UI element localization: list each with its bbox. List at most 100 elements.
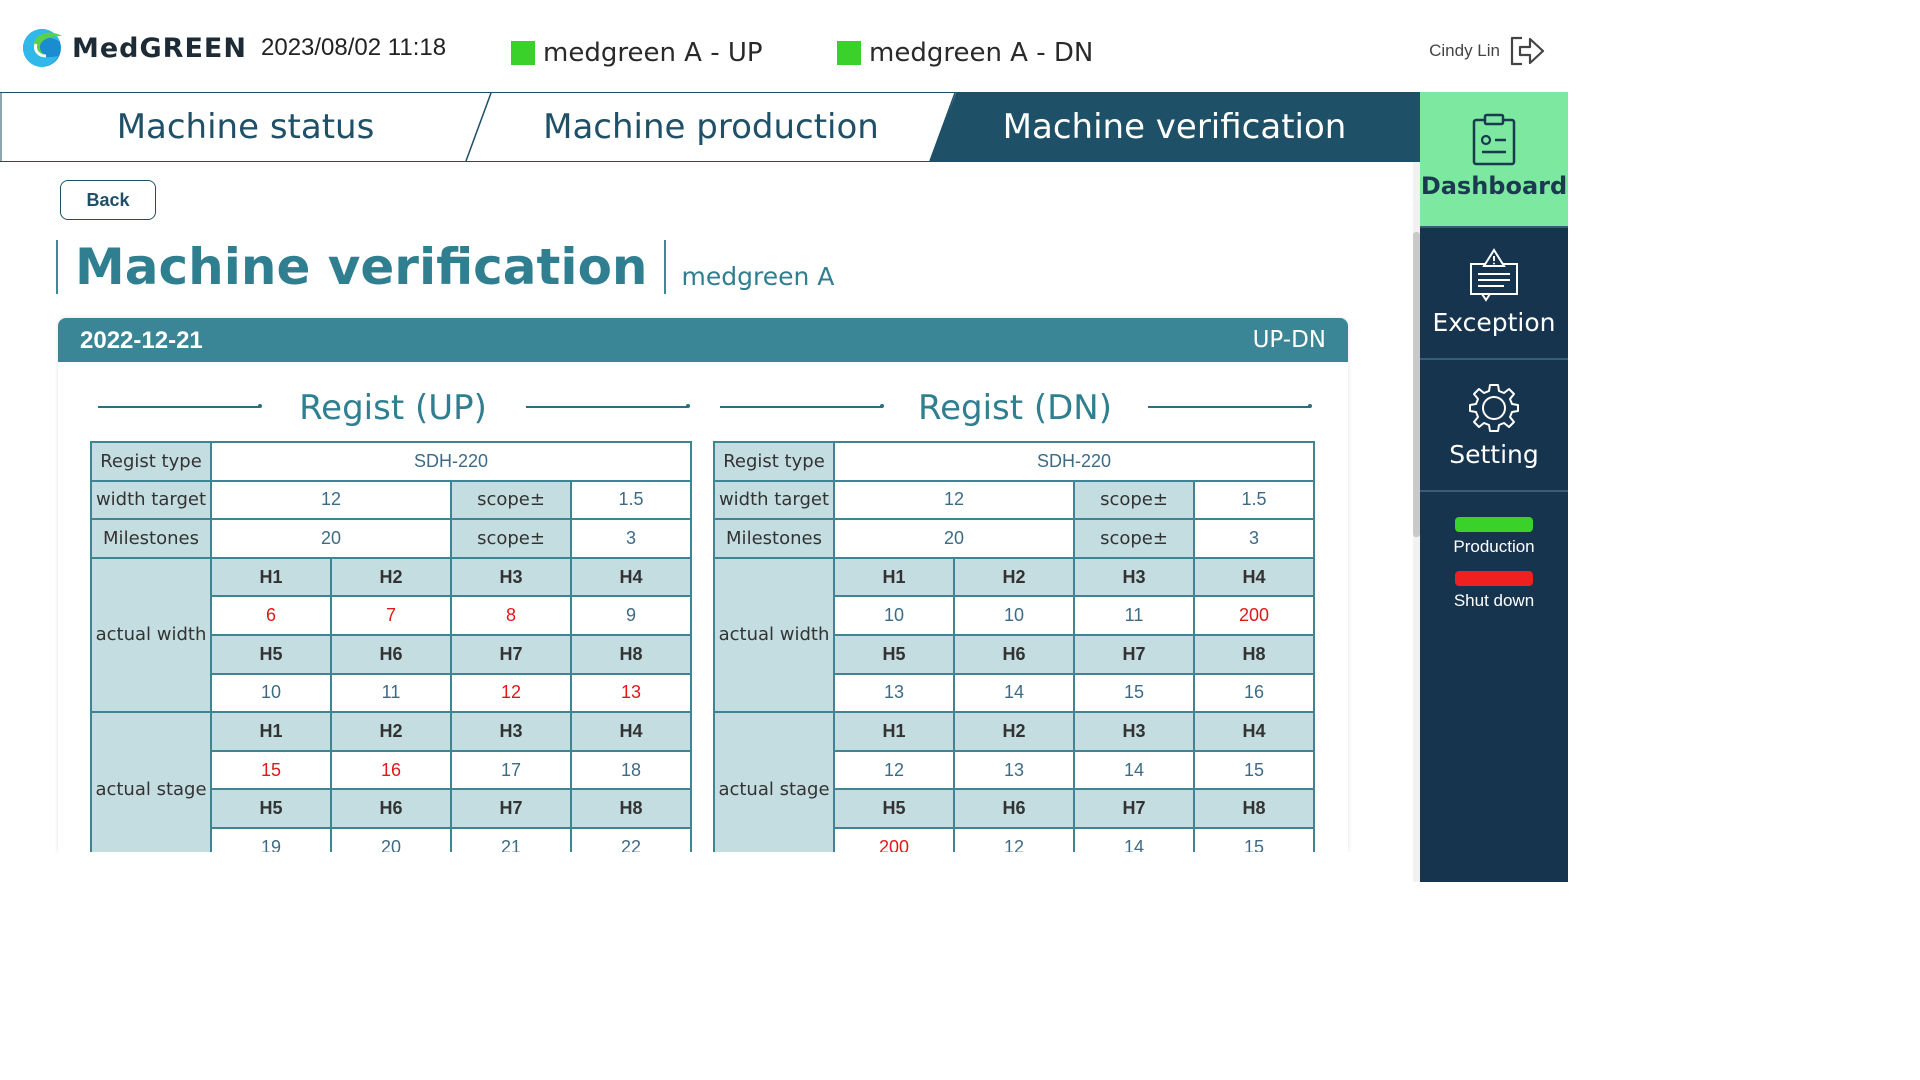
table-row: Milestones 20 scope± 3 — [90, 518, 693, 559]
viewport-bottom-edge — [0, 852, 1413, 882]
value-cell: 16 — [1192, 672, 1316, 714]
table-row: H5 H6 H7 H8 — [714, 633, 1316, 675]
head-cell: H6 — [330, 788, 452, 829]
table-row: 10 11 12 13 — [91, 672, 693, 714]
machine-label: medgreen A - DN — [869, 38, 1094, 68]
tab-machine-production[interactable]: Machine production — [543, 107, 879, 147]
verification-card: 2022-12-21 UP-DN Regist (UP) Regist type… — [58, 318, 1348, 858]
sidebar-item-dashboard[interactable]: Dashboard — [1420, 92, 1568, 226]
table-row: actual width H1 H2 H3 H4 — [713, 556, 1316, 714]
value-cell: 200 — [833, 826, 955, 858]
head-cell: H8 — [1192, 788, 1316, 829]
tab-background — [0, 93, 1420, 161]
section-rule — [98, 404, 262, 408]
regist-type-value: SDH-220 — [209, 441, 693, 482]
scope-label: scope± — [450, 518, 572, 559]
row-label: Regist type — [90, 441, 212, 482]
head-cell: H6 — [953, 633, 1075, 675]
row-label: actual width — [90, 556, 212, 714]
current-datetime: 2023/08/02 11:18 — [261, 34, 447, 61]
divider — [1420, 490, 1568, 492]
legend-swatch — [1455, 517, 1533, 532]
machine-status-up: medgreen A - UP — [511, 38, 763, 68]
back-button[interactable]: Back — [60, 180, 156, 220]
width-target-value: 12 — [833, 479, 1075, 521]
table-row: 15 16 17 18 — [91, 749, 693, 791]
value-cell: 12 — [833, 749, 955, 791]
row-label: width target — [713, 479, 835, 521]
row-label: Regist type — [713, 441, 835, 482]
section-title-dn: Regist (DN) — [917, 388, 1113, 428]
value-cell: 12 — [450, 672, 572, 714]
legend-swatch — [1455, 571, 1533, 586]
head-cell: H8 — [569, 788, 693, 829]
user-name: Cindy Lin — [1429, 41, 1500, 60]
row-label: actual stage — [90, 711, 212, 858]
head-cell: H7 — [450, 633, 572, 675]
section-title-up: Regist (UP) — [299, 388, 487, 428]
section-rule — [526, 404, 690, 408]
table-row: 10 10 11 200 — [714, 595, 1316, 636]
sidebar-item-label: Exception — [1432, 308, 1556, 337]
milestones-value: 20 — [210, 518, 452, 559]
clipboard-icon — [1472, 113, 1516, 166]
value-cell: 11 — [330, 672, 452, 714]
page-subtitle: medgreen A — [681, 261, 835, 291]
table-row: actual stage H1 H2 H3 H4 — [90, 711, 693, 858]
head-cell: H4 — [1192, 711, 1316, 752]
head-cell: H4 — [569, 556, 693, 598]
table-row: actual width H1 H2 H3 H4 — [90, 556, 693, 714]
section-rule — [1148, 404, 1312, 408]
status-indicator — [837, 41, 861, 65]
width-scope-value: 1.5 — [569, 479, 693, 521]
regist-type-value: SDH-220 — [832, 441, 1316, 482]
value-cell: 13 — [833, 672, 955, 714]
table-row: 13 14 15 16 — [714, 672, 1316, 714]
width-target-value: 12 — [210, 479, 452, 521]
head-cell: H2 — [953, 556, 1075, 598]
regist-table-up: Regist type SDH-220 width target 12 scop… — [90, 441, 693, 858]
head-cell: H7 — [1073, 633, 1195, 675]
status-indicator — [511, 41, 535, 65]
table-row: H5 H6 H7 H8 — [91, 788, 693, 829]
head-cell: H4 — [1192, 556, 1316, 598]
head-cell: H3 — [450, 556, 572, 598]
value-cell: 15 — [210, 749, 332, 791]
tab-machine-verification[interactable]: Machine verification — [1002, 107, 1347, 147]
value-cell: 17 — [450, 749, 572, 791]
table-row: actual stage H1 H2 H3 H4 — [713, 711, 1316, 858]
logout-icon[interactable] — [1508, 34, 1546, 68]
table-row: width target 12 scope± 1.5 — [713, 479, 1316, 521]
value-cell: 14 — [1073, 749, 1195, 791]
value-cell: 15 — [1073, 672, 1195, 714]
row-label: Milestones — [90, 518, 212, 559]
head-cell: H3 — [450, 711, 572, 752]
row-label: width target — [90, 479, 212, 521]
divider — [1420, 226, 1568, 228]
head-cell: H2 — [330, 711, 452, 752]
machine-label: medgreen A - UP — [543, 38, 763, 68]
head-cell: H5 — [210, 788, 332, 829]
section-rule — [720, 404, 884, 408]
tab-machine-status[interactable]: Machine status — [116, 107, 375, 147]
row-label: actual stage — [713, 711, 835, 858]
card-mode: UP-DN — [1252, 327, 1326, 353]
scope-label: scope± — [450, 479, 572, 521]
divider — [1420, 358, 1568, 360]
table-row: Milestones 20 scope± 3 — [713, 518, 1316, 559]
head-cell: H2 — [330, 556, 452, 598]
head-cell: H5 — [210, 633, 332, 675]
head-cell: H7 — [1073, 788, 1195, 829]
sidebar-item-exception[interactable]: Exception — [1420, 228, 1568, 358]
gear-icon — [1469, 384, 1519, 432]
sidebar: Dashboard Exception Setting Production S… — [1420, 92, 1568, 882]
row-label: actual width — [713, 556, 835, 714]
scrollbar-thumb[interactable] — [1413, 232, 1420, 537]
legend-label: Production — [1453, 537, 1535, 556]
scope-label: scope± — [1073, 479, 1195, 521]
value-cell: 9 — [569, 595, 693, 636]
table-row: width target 12 scope± 1.5 — [90, 479, 693, 521]
head-cell: H8 — [569, 633, 693, 675]
sidebar-item-setting[interactable]: Setting — [1420, 360, 1568, 490]
value-cell: 13 — [953, 749, 1075, 791]
